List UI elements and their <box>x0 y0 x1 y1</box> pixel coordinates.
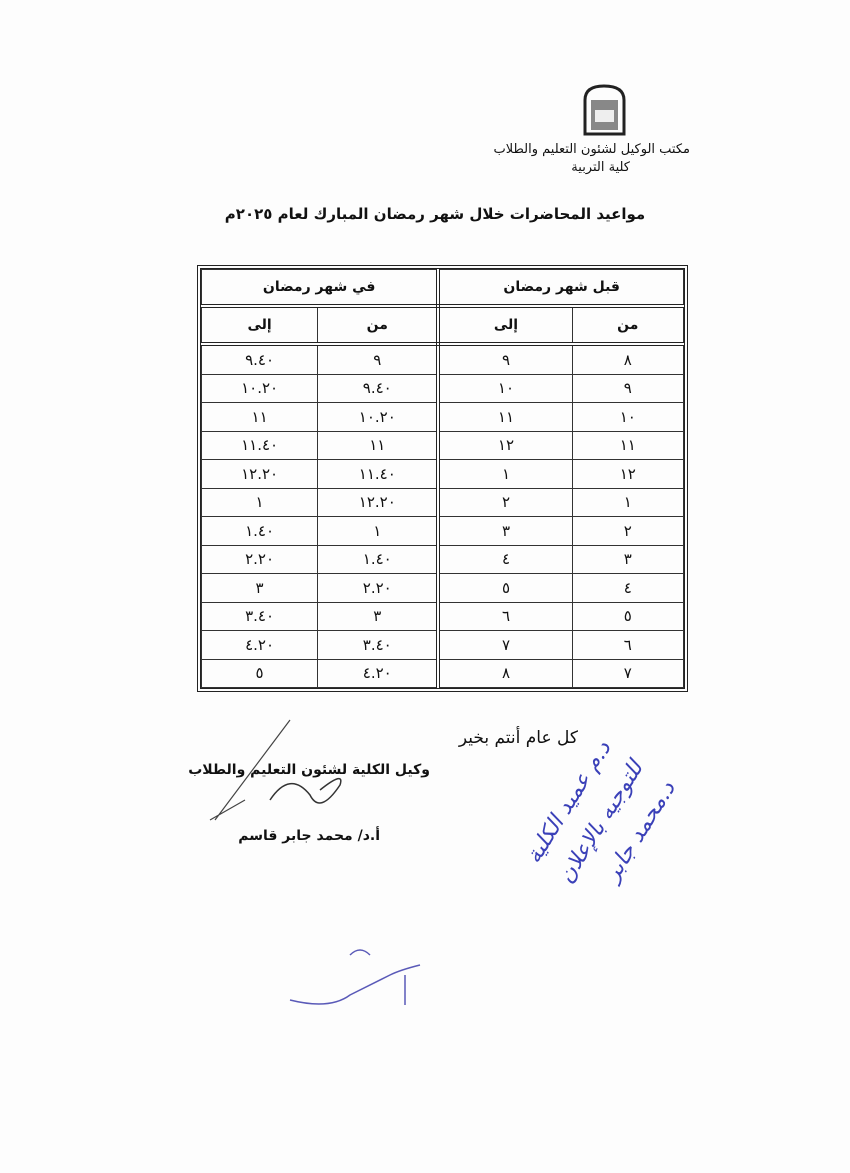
table-row: ٤ ٥ ٢.٢٠ ٣ <box>200 573 685 603</box>
table-cell: ١٠ <box>436 373 573 403</box>
table-row: ٧ ٨ ٤.٢٠ ٥ <box>200 658 685 688</box>
table-cell: ٩ <box>436 343 573 375</box>
table-cell: ٢ <box>571 516 685 546</box>
greeting: كل عام أنتم بخير <box>458 728 578 748</box>
table: قبل شهر رمضان في شهر رمضان من إلى من إلى… <box>200 269 685 688</box>
table-row: ١٢ ١ ١١.٤٠ ١٢.٢٠ <box>200 459 685 489</box>
table-cell: ٦ <box>436 601 573 631</box>
table-cell: ٤.٢٠ <box>317 658 439 688</box>
table-cell: ٣.٤٠ <box>200 601 319 631</box>
table-cell: ١.٤٠ <box>200 516 319 546</box>
table-cell: ١٢.٢٠ <box>317 487 439 517</box>
table-cell: ٥ <box>571 601 685 631</box>
table-cell: ٣ <box>317 601 439 631</box>
faculty-name: كلية التربية <box>571 160 630 175</box>
table-cell: ٣.٤٠ <box>317 630 439 660</box>
table-row: ٣ ٤ ١.٤٠ ٢.٢٠ <box>200 544 685 574</box>
table-cell: ٢.٢٠ <box>317 573 439 603</box>
table-cell: ٩ <box>571 373 685 403</box>
table-row: ١ ٢ ١٢.٢٠ ١ <box>200 487 685 517</box>
table-cell: ٨ <box>436 658 573 688</box>
table-cell: ٩ <box>317 343 439 375</box>
table-cell: ١٢.٢٠ <box>200 459 319 489</box>
signature <box>289 949 421 1005</box>
table-cell: ١ <box>200 487 319 517</box>
table-row: ٢ ٣ ١ ١.٤٠ <box>200 516 685 546</box>
logo <box>583 84 626 136</box>
table-cell: ١٠.٢٠ <box>317 402 439 432</box>
table-cell: ٩.٤٠ <box>200 343 319 375</box>
column-header: من <box>317 305 439 346</box>
table-cell: ١ <box>571 487 685 517</box>
signer-name: أ.د/ محمد جابر قاسم <box>238 828 380 844</box>
table-cell: ٤ <box>571 573 685 603</box>
table-cell: ٩.٤٠ <box>317 373 439 403</box>
table-cell: ٧ <box>571 658 685 688</box>
table-cell: ١٠.٢٠ <box>200 373 319 403</box>
table-cell: ٣ <box>200 573 319 603</box>
schedule-table: قبل شهر رمضان في شهر رمضان من إلى من إلى… <box>197 265 688 692</box>
table-row: ١٠ ١١ ١٠.٢٠ ١١ <box>200 402 685 432</box>
table-row: ٨ ٩ ٩ ٩.٤٠ <box>200 343 685 375</box>
table-cell: ١١ <box>436 402 573 432</box>
table-cell: ١٢ <box>571 459 685 489</box>
title: مواعيد المحاضرات خلال شهر رمضان المبارك … <box>224 205 646 223</box>
table-cell: ٥ <box>200 658 319 688</box>
signature <box>209 719 291 821</box>
table-cell: ٨ <box>571 343 685 375</box>
table-cell: ٧ <box>436 630 573 660</box>
table-cell: ٣ <box>436 516 573 546</box>
column-header: إلى <box>200 305 319 346</box>
office-name: مكتب الوكيل لشئون التعليم والطلاب <box>493 142 690 157</box>
table-cell: ١٢ <box>436 430 573 460</box>
table-cell: ٣ <box>571 544 685 574</box>
column-header: إلى <box>436 305 573 346</box>
table-cell: ١١ <box>200 402 319 432</box>
group-header: في شهر رمضان <box>201 269 439 308</box>
table-cell: ٢ <box>436 487 573 517</box>
signer-title: وكيل الكلية لشئون التعليم والطلاب <box>188 762 430 778</box>
table-row: ٥ ٦ ٣ ٣.٤٠ <box>200 601 685 631</box>
table-cell: ١ <box>436 459 573 489</box>
table-cell: ٢.٢٠ <box>200 544 319 574</box>
table-cell: ١١.٤٠ <box>200 430 319 460</box>
table-cell: ٦ <box>571 630 685 660</box>
table-row: ١١ ١٢ ١١ ١١.٤٠ <box>200 430 685 460</box>
table-row: ٩ ١٠ ٩.٤٠ ١٠.٢٠ <box>200 373 685 403</box>
table-cell: ١٠ <box>571 402 685 432</box>
table-cell: ٤ <box>436 544 573 574</box>
table-cell: ١ <box>317 516 439 546</box>
table-cell: ١١ <box>571 430 685 460</box>
table-cell: ١١ <box>317 430 439 460</box>
table-cell: ١.٤٠ <box>317 544 439 574</box>
signature <box>269 777 342 804</box>
group-header: قبل شهر رمضان <box>436 269 685 308</box>
table-cell: ٥ <box>436 573 573 603</box>
table-cell: ١١.٤٠ <box>317 459 439 489</box>
column-header: من <box>571 305 685 346</box>
table-row: ٦ ٧ ٣.٤٠ ٤.٢٠ <box>200 630 685 660</box>
table-cell: ٤.٢٠ <box>200 630 319 660</box>
